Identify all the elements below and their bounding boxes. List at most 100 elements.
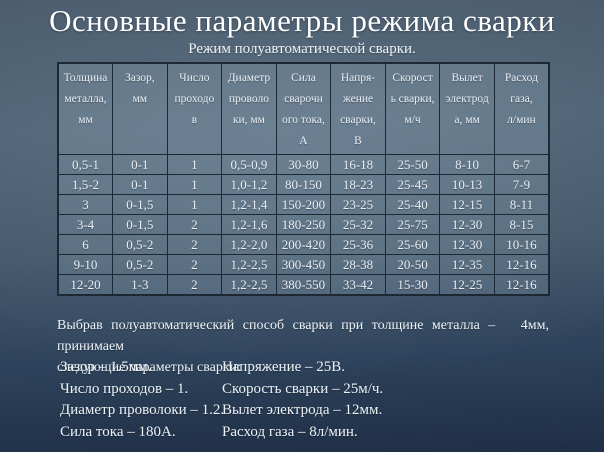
table-row: 1,5-2 0-1 1 1,0-1,2 80-150 18-23 25-45 10-13 7-9 (57, 174, 550, 195)
table-cell: 0-1 (112, 174, 168, 195)
table-cell: 0,5-0,9 (221, 154, 277, 175)
table-cell: 0,5-1 (57, 154, 114, 175)
table-header-row: Толщина металла, мм Зазор, мм Число проход… (57, 62, 550, 155)
table-cell: 6-7 (493, 154, 550, 175)
paragraph-line-2: следующие параметры сварки: (57, 360, 242, 375)
table-header-cell: Диаметр проволо ки, мм (221, 62, 277, 155)
table-cell: 18-23 (330, 174, 386, 195)
table-cell: 1,2-1,4 (221, 194, 277, 215)
table-cell: 0,5-2 (112, 234, 168, 255)
table-cell: 10-16 (493, 234, 550, 255)
table-header-cell: Толщина металла, мм (57, 62, 114, 155)
table-cell: 25-75 (384, 214, 441, 235)
table-cell: 1,5-2 (57, 174, 114, 195)
table-cell: 10-13 (439, 174, 495, 195)
table-row: 0,5-1 0-1 1 0,5-0,9 30-80 16-18 25-50 8-10 6-7 (57, 154, 550, 175)
table-cell: 1 (166, 154, 223, 175)
table-cell: 25-45 (384, 174, 441, 195)
table-cell: 8-15 (493, 214, 550, 235)
table-header-cell: Число проходо в (166, 62, 223, 155)
table-header-cell: Сила сварочн ого тока, А (275, 62, 332, 155)
table-header-cell: Скорост ь сварки, м/ч (384, 62, 441, 155)
table-header-cell: Расход газа, л/мин (493, 62, 550, 155)
table-cell: 1,0-1,2 (221, 174, 277, 195)
table-header-cell: Напря- жение сварки, В (330, 62, 386, 155)
parameters-column-left: Зазор – 1.5мм. Число проходов – 1. Диаметр… (60, 357, 225, 443)
table-cell: 12-16 (493, 254, 550, 275)
welding-parameters-table: Толщина металла, мм Зазор, мм Число проход… (57, 62, 550, 296)
parameter-item: Вылет электрода – 12мм. (222, 402, 383, 418)
parameter-item: Расход газа – 8л/мин. (222, 423, 358, 440)
table-cell: 2 (166, 274, 223, 296)
slide-subtitle: Режим полуавтоматической сварки. (188, 41, 416, 57)
table-cell: 12-30 (439, 234, 495, 255)
table-cell: 33-42 (330, 274, 386, 296)
parameter-item: Скорость сварки – 25м/ч. (222, 380, 384, 397)
table-cell: 28-38 (330, 254, 386, 275)
table-cell: 9-10 (57, 254, 114, 275)
parameter-item: Зазор – 1.5мм. (60, 359, 152, 375)
table-cell: 200-420 (275, 234, 332, 255)
table-cell: 8-11 (493, 194, 550, 215)
table-cell: 12-20 (57, 274, 114, 296)
parameter-item: Число проходов – 1. (60, 380, 189, 397)
table-cell: 7-9 (493, 174, 550, 195)
table-cell: 0,5-2 (112, 254, 168, 275)
table-cell: 6 (57, 234, 114, 255)
table-cell: 0-1,5 (112, 214, 168, 235)
table-header-cell: Вылет электрод а, мм (439, 62, 495, 155)
parameters-column-right: Напряжение – 25В. Скорость сварки – 25м/ч… (222, 357, 383, 443)
table-cell: 12-15 (439, 194, 495, 215)
table-cell: 25-60 (384, 234, 441, 255)
table-cell: 1 (166, 194, 223, 215)
table-cell: 12-30 (439, 214, 495, 235)
table-cell: 12-16 (493, 274, 550, 296)
table-cell: 20-50 (384, 254, 441, 275)
table-cell: 0-1 (112, 154, 168, 175)
table-row: 6 0,5-2 2 1,2-2,0 200-420 25-36 25-60 12-30 10-1… (57, 234, 550, 255)
table-cell: 380-550 (275, 274, 332, 296)
table-body: 0,5-1 0-1 1 0,5-0,9 30-80 16-18 25-50 8-10 6-7 1,… (57, 154, 550, 296)
selection-paragraph: Выбрав полуавтоматический способ сварки … (57, 315, 549, 378)
table-row: 3-4 0-1,5 2 1,2-1,6 180-250 25-32 25-75 12-30 8-… (57, 214, 550, 235)
table-cell: 150-200 (275, 194, 332, 215)
table-row: 9-10 0,5-2 2 1,2-2,5 300-450 28-38 20-50 12-35 1… (57, 254, 550, 275)
table-cell: 2 (166, 234, 223, 255)
table-cell: 25-32 (330, 214, 386, 235)
table-cell: 15-30 (384, 274, 441, 296)
paragraph-line-1: Выбрав полуавтоматический способ сварки … (57, 318, 549, 354)
table-cell: 12-35 (439, 254, 495, 275)
parameters-list: Зазор – 1.5мм. Число проходов – 1. Диаметр… (60, 357, 383, 443)
parameter-item: Сила тока – 180А. (60, 423, 176, 440)
table-cell: 1,2-2,0 (221, 234, 277, 255)
table-cell: 180-250 (275, 214, 332, 235)
table-cell: 8-10 (439, 154, 495, 175)
table-cell: 1,2-1,6 (221, 214, 277, 235)
table-cell: 25-40 (384, 194, 441, 215)
table-cell: 3-4 (57, 214, 114, 235)
table-cell: 2 (166, 214, 223, 235)
table-header-cell: Зазор, мм (112, 62, 168, 155)
table-row: 3 0-1,5 1 1,2-1,4 150-200 23-25 25-40 12-15 8-11 (57, 194, 550, 215)
table-cell: 80-150 (275, 174, 332, 195)
table-cell: 3 (57, 194, 114, 215)
table-cell: 23-25 (330, 194, 386, 215)
table-cell: 30-80 (275, 154, 332, 175)
table-cell: 1,2-2,5 (221, 254, 277, 275)
table-cell: 1,2-2,5 (221, 274, 277, 296)
table-cell: 25-50 (384, 154, 441, 175)
table-cell: 12-25 (439, 274, 495, 296)
table-cell: 2 (166, 254, 223, 275)
parameter-item: Диаметр проволоки – 1.2. (60, 402, 225, 418)
slide-title: Основные параметры режима сварки (49, 3, 555, 38)
table-row: 12-20 1-3 2 1,2-2,5 380-550 33-42 15-30 12-25 12… (57, 274, 550, 296)
table-cell: 1-3 (112, 274, 168, 296)
parameter-item: Напряжение – 25В. (222, 359, 346, 375)
table-cell: 16-18 (330, 154, 386, 175)
table-header: Толщина металла, мм Зазор, мм Число проход… (57, 62, 550, 155)
table-cell: 1 (166, 174, 223, 195)
table-cell: 0-1,5 (112, 194, 168, 215)
table-cell: 300-450 (275, 254, 332, 275)
table-cell: 25-36 (330, 234, 386, 255)
